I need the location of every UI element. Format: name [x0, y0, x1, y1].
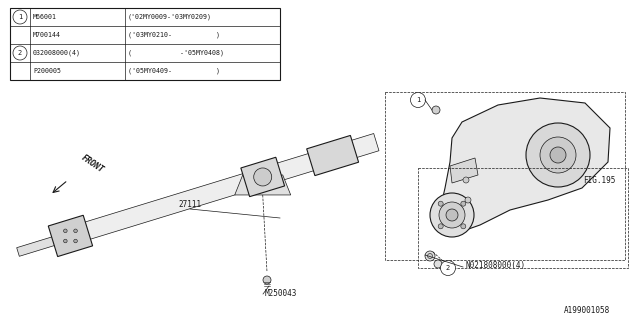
- Polygon shape: [48, 215, 93, 257]
- Circle shape: [439, 202, 465, 228]
- Circle shape: [463, 177, 469, 183]
- Circle shape: [432, 106, 440, 114]
- Text: 2: 2: [18, 50, 22, 56]
- Polygon shape: [307, 135, 358, 176]
- Polygon shape: [241, 157, 285, 197]
- Circle shape: [434, 260, 442, 268]
- Polygon shape: [235, 175, 291, 195]
- Circle shape: [430, 193, 474, 237]
- Circle shape: [425, 251, 435, 261]
- Circle shape: [428, 253, 433, 259]
- Bar: [385, 92, 625, 260]
- Circle shape: [440, 260, 456, 276]
- Polygon shape: [17, 229, 81, 256]
- Text: A199001058: A199001058: [564, 306, 610, 315]
- Polygon shape: [77, 133, 379, 242]
- Circle shape: [253, 168, 272, 186]
- Text: P200005: P200005: [33, 68, 61, 74]
- Circle shape: [438, 201, 443, 206]
- Circle shape: [74, 229, 77, 233]
- Text: 1: 1: [18, 14, 22, 20]
- Circle shape: [446, 209, 458, 221]
- Text: FIG.195: FIG.195: [582, 176, 615, 185]
- Text: N021808000(4): N021808000(4): [465, 261, 525, 270]
- Text: M250043: M250043: [265, 289, 298, 298]
- Text: M700144: M700144: [33, 32, 61, 38]
- Text: ('02MY0009-'03MY0209): ('02MY0009-'03MY0209): [128, 14, 212, 20]
- Text: (            -'05MY0408): ( -'05MY0408): [128, 50, 224, 56]
- Text: FRONT: FRONT: [80, 154, 106, 175]
- Text: ('03MY0210-           ): ('03MY0210- ): [128, 32, 220, 38]
- Circle shape: [410, 92, 426, 108]
- Circle shape: [74, 239, 77, 243]
- Bar: [10, 8, 280, 80]
- Circle shape: [438, 224, 443, 229]
- Circle shape: [63, 229, 67, 233]
- Circle shape: [465, 197, 471, 203]
- Circle shape: [526, 123, 590, 187]
- Circle shape: [63, 239, 67, 243]
- Circle shape: [461, 201, 466, 206]
- Text: 032008000(4): 032008000(4): [33, 50, 81, 56]
- Text: 27111: 27111: [179, 200, 202, 209]
- Text: ('05MY0409-           ): ('05MY0409- ): [128, 68, 220, 74]
- Polygon shape: [450, 158, 478, 183]
- Circle shape: [263, 276, 271, 284]
- Circle shape: [550, 147, 566, 163]
- Text: 1: 1: [416, 97, 420, 103]
- Polygon shape: [440, 98, 610, 232]
- Text: M66001: M66001: [33, 14, 57, 20]
- Bar: [418, 168, 628, 268]
- Circle shape: [540, 137, 576, 173]
- Circle shape: [461, 224, 466, 229]
- Text: 2: 2: [446, 265, 450, 271]
